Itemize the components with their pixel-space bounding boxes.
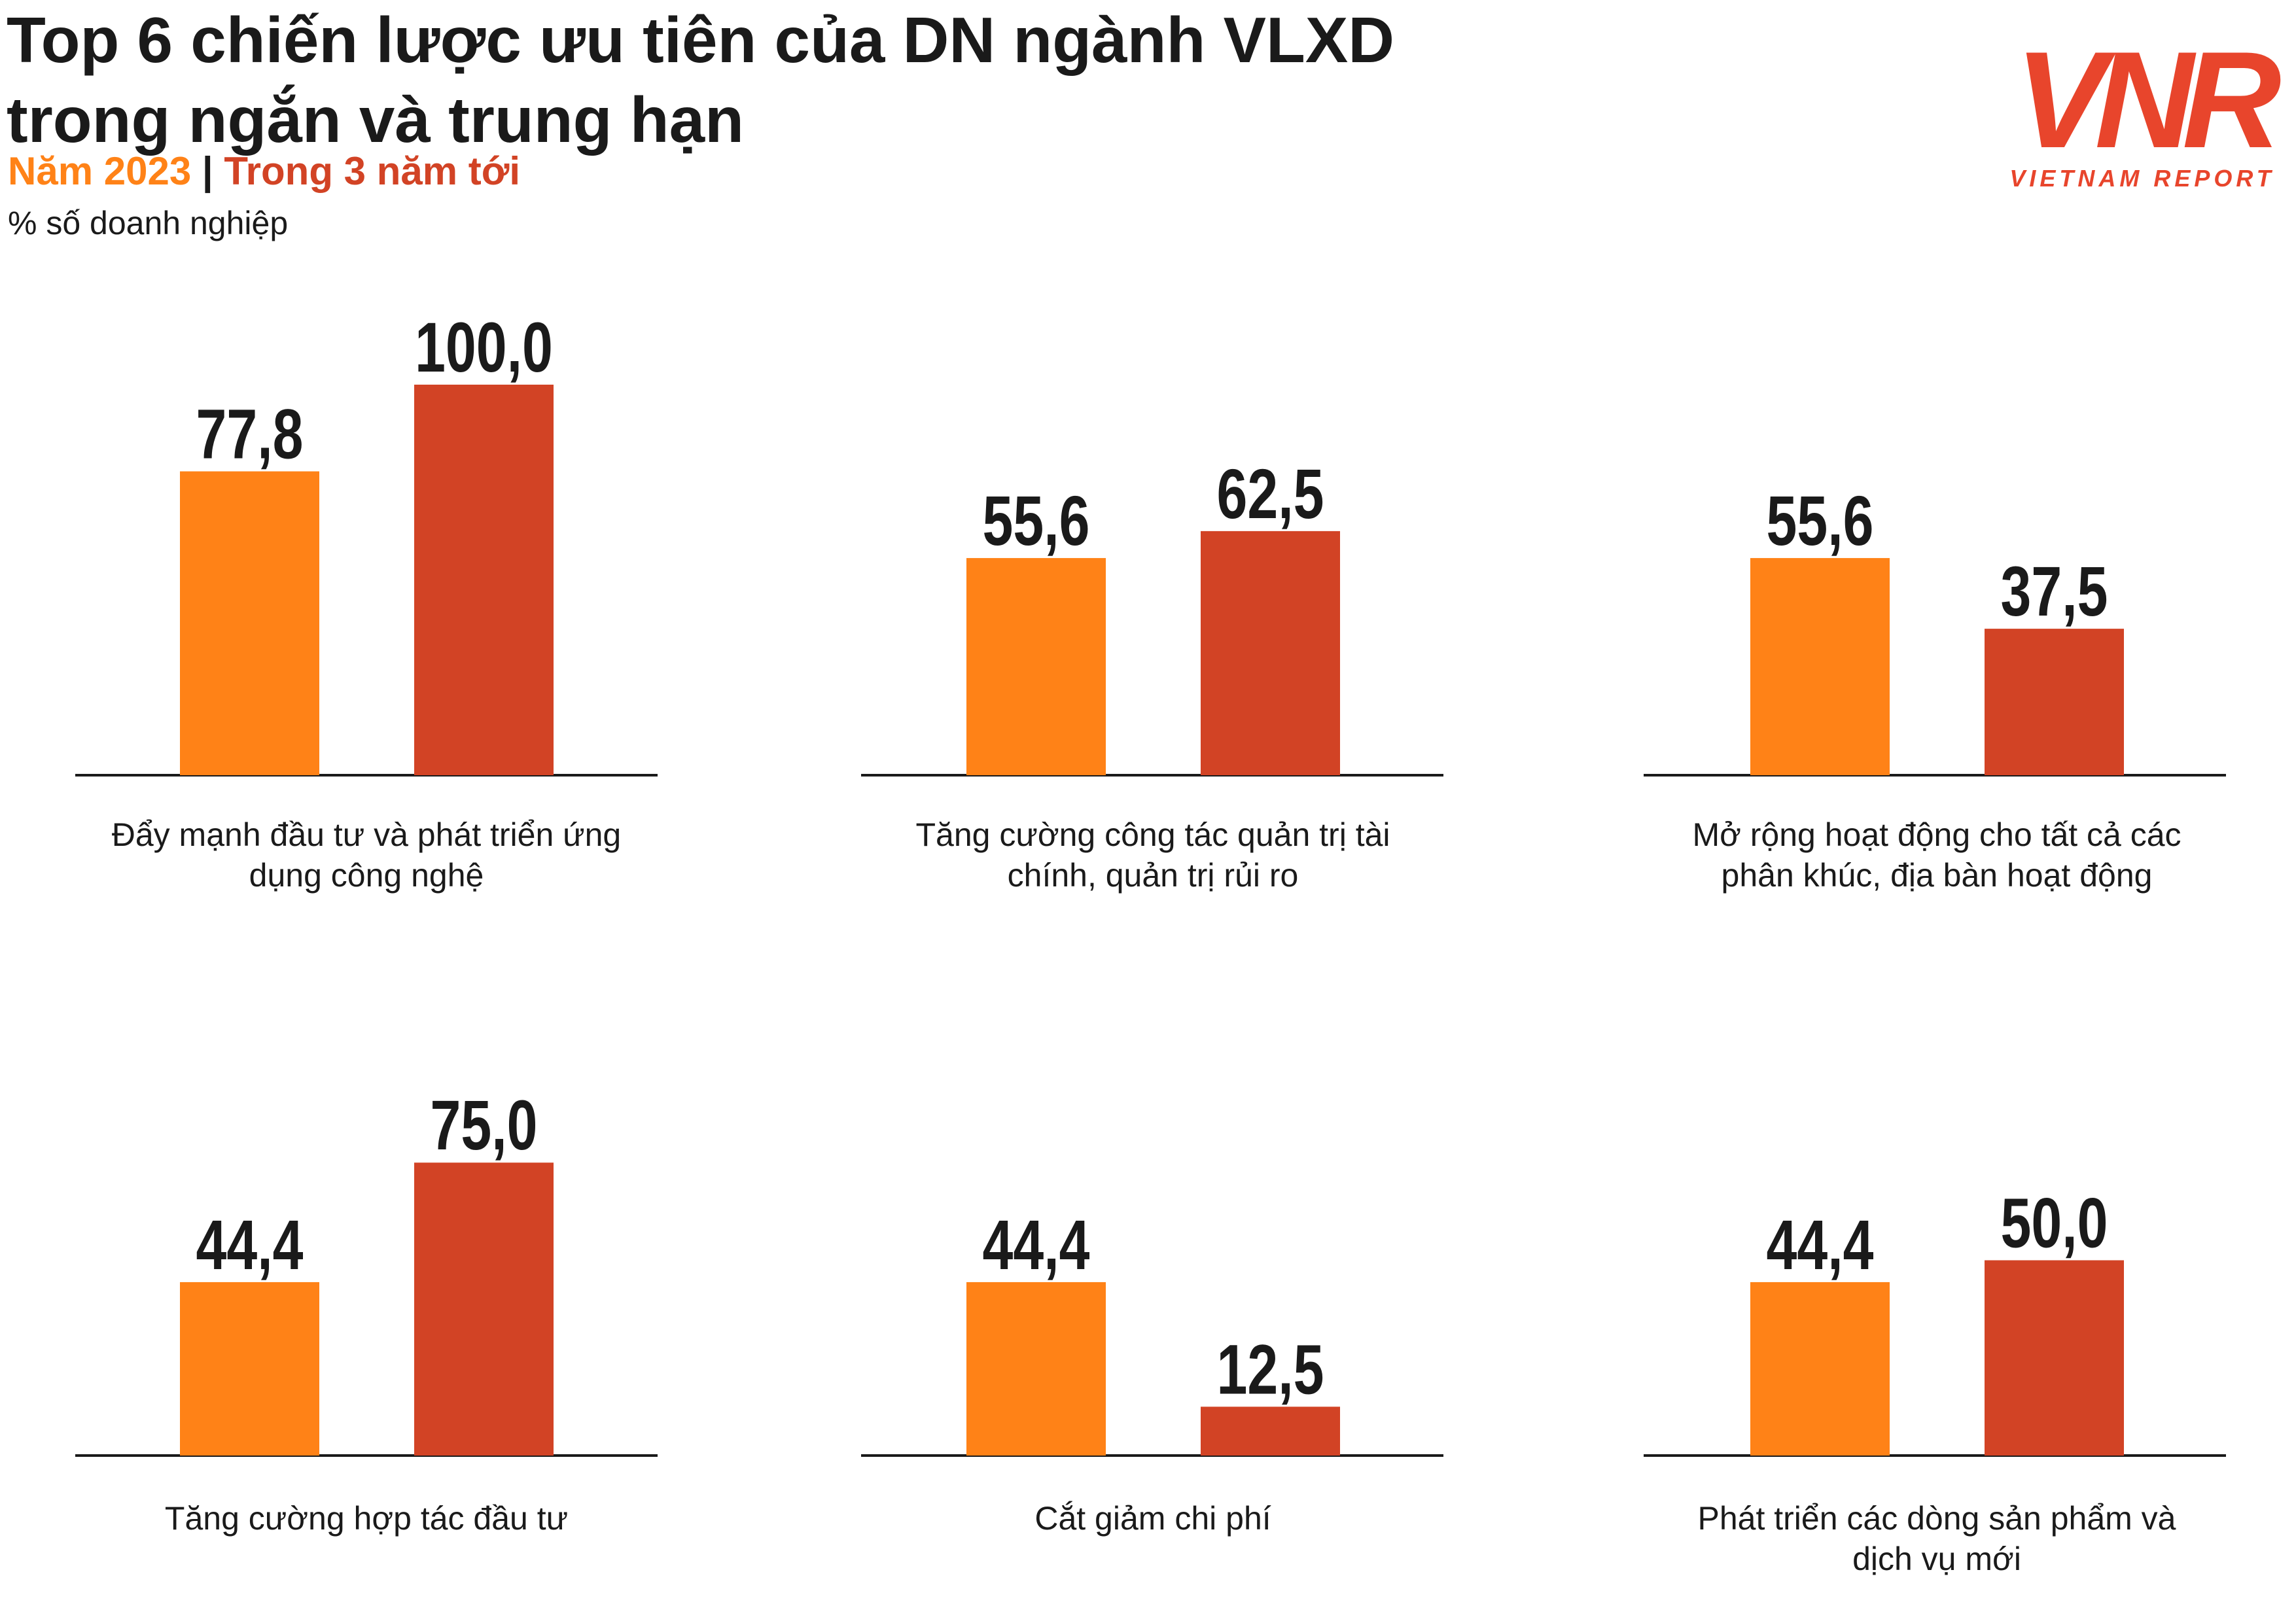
data-label: 75,0 <box>431 1085 538 1165</box>
category-label-line: dịch vụ mới <box>1852 1541 2021 1577</box>
bar-2023 <box>180 471 319 775</box>
data-label: 50,0 <box>2001 1183 2108 1263</box>
data-label: 44,4 <box>983 1205 1090 1285</box>
bar-next-3-years <box>1201 531 1340 775</box>
category-label: Tăng cường công tác quản trị tài chính, q… <box>826 814 1480 896</box>
category-label-line: Tăng cường công tác quản trị tài <box>915 816 1390 853</box>
category-label: Đẩy mạnh đầu tư và phát triển ứng dụng cô… <box>39 814 694 896</box>
data-label: 62,5 <box>1217 454 1324 534</box>
category-label-line: Mở rộng hoạt động cho tất cả các <box>1692 816 2181 853</box>
category-label: Tăng cường hợp tác đầu tư <box>39 1498 694 1539</box>
bar-2023 <box>180 1282 319 1456</box>
data-label: 12,5 <box>1217 1329 1324 1409</box>
legend: Năm 2023 | Trong 3 năm tới <box>8 148 520 195</box>
bar-2023 <box>1750 1282 1890 1456</box>
data-label: 55,6 <box>1767 481 1874 561</box>
bar-next-3-years <box>414 385 554 775</box>
bar-2023 <box>966 1282 1106 1456</box>
category-label-line: Tăng cường hợp tác đầu tư <box>164 1500 569 1537</box>
legend-item-2023: Năm 2023 <box>8 149 192 193</box>
bar-2023 <box>1750 558 1890 775</box>
data-label: 77,8 <box>196 394 304 474</box>
legend-separator: | <box>202 149 213 193</box>
bar-next-3-years <box>1201 1406 1340 1456</box>
bar-next-3-years <box>1985 1260 2124 1456</box>
logo-tagline: VIETNAM REPORT <box>2009 165 2274 192</box>
chart-title: Top 6 chiến lược ưu tiên của DN ngành VL… <box>7 4 1394 156</box>
bar-2023 <box>966 558 1106 775</box>
category-label-line: Phát triển các dòng sản phẩm và <box>1697 1500 2176 1537</box>
data-label: 55,6 <box>983 481 1090 561</box>
category-label-line: Cắt giảm chi phí <box>1034 1500 1271 1537</box>
category-label: Mở rộng hoạt động cho tất cả các phân khú… <box>1610 814 2264 896</box>
unit-label: % số doanh nghiệp <box>8 205 289 241</box>
logo-brand: VNR <box>2015 23 2281 177</box>
data-label: 44,4 <box>196 1205 304 1285</box>
bar-next-3-years <box>1985 629 2124 775</box>
legend-item-next-3-years: Trong 3 năm tới <box>224 149 521 193</box>
data-label: 37,5 <box>2001 551 2108 631</box>
category-label-line: dụng công nghệ <box>249 857 484 894</box>
category-label: Phát triển các dòng sản phẩm và dịch vụ m… <box>1610 1498 2264 1579</box>
vnr-logo: VNR VIETNAM REPORT <box>2009 23 2293 192</box>
data-label: 44,4 <box>1767 1205 1874 1285</box>
category-label-line: Đẩy mạnh đầu tư và phát triển ứng <box>111 816 622 853</box>
bar-next-3-years <box>414 1162 554 1456</box>
category-label: Cắt giảm chi phí <box>826 1498 1480 1539</box>
category-label-line: phân khúc, địa bàn hoạt động <box>1721 857 2153 894</box>
category-label-line: chính, quản trị rủi ro <box>1007 857 1299 894</box>
data-label: 100,0 <box>415 307 553 387</box>
